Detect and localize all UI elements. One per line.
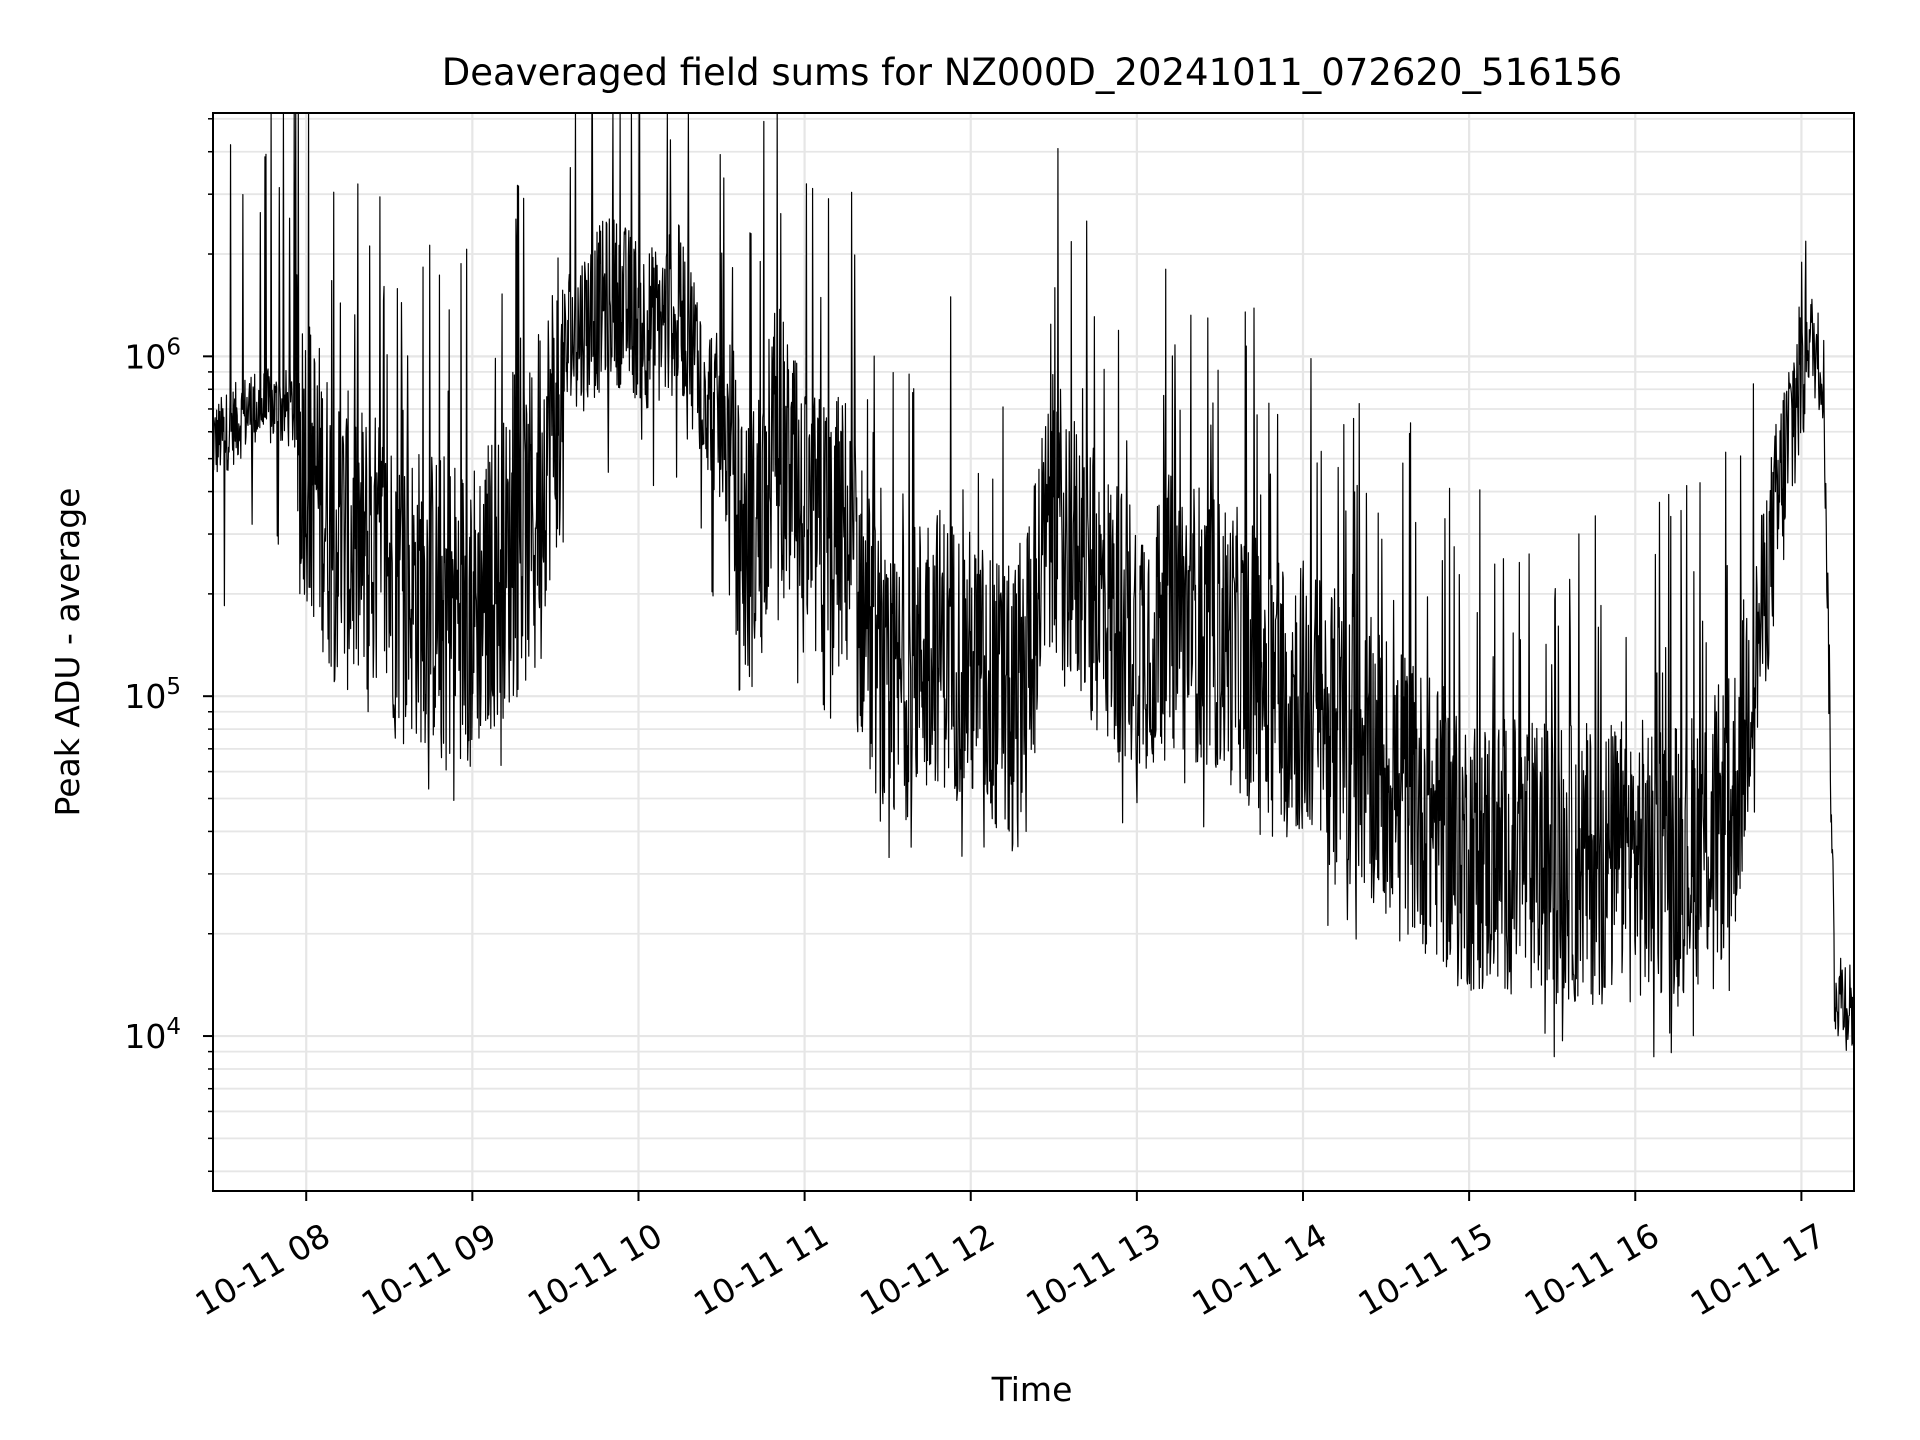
y-tick-base: 10 xyxy=(124,337,166,376)
y-tick-base: 10 xyxy=(124,1017,166,1056)
y-tick-label: 104 xyxy=(124,1014,181,1056)
y-tick-label: 105 xyxy=(124,674,181,716)
y-axis-label: Peak ADU - average xyxy=(48,488,87,817)
data-layer xyxy=(211,112,1855,1058)
y-tick-base: 10 xyxy=(124,677,166,716)
plot-frame xyxy=(212,112,1855,1192)
data-series-line xyxy=(211,112,1855,1058)
y-tick-label: 106 xyxy=(124,334,181,376)
y-tick-exponent: 6 xyxy=(166,334,181,360)
y-tick-exponent: 5 xyxy=(166,674,181,700)
grid xyxy=(213,113,1854,1191)
y-tick-exponent: 4 xyxy=(166,1014,181,1040)
x-axis-label: Time xyxy=(991,1370,1073,1409)
chart-title: Deaveraged field sums for NZ000D_2024101… xyxy=(442,51,1622,94)
